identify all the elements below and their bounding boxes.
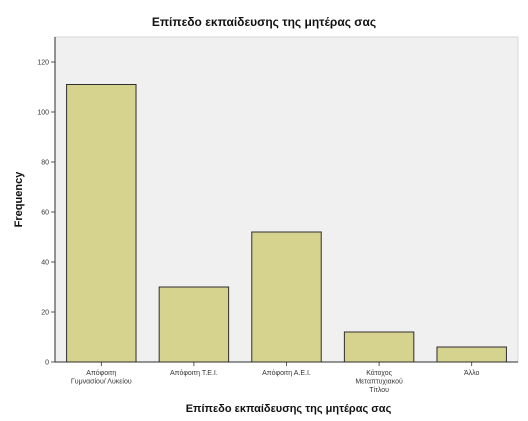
bar: [158, 286, 230, 363]
y-tick-label: 60: [41, 210, 49, 217]
y-tick-label: 20: [41, 310, 49, 317]
bar: [343, 331, 415, 363]
bar: [436, 346, 507, 363]
x-axis-label: Επίπεδο εκπαίδευσης της μητέρας σας: [186, 403, 392, 415]
x-category-label-line: Κάτοχος: [366, 369, 392, 377]
x-category-label: Κάτοχος Μεταπτυχιακού Τίτλου: [355, 369, 403, 394]
y-tick-label: 0: [45, 360, 49, 367]
x-axis-ticks: Απόφοιτη Γυμνασίου/ Λυκείου Απόφοιτη Τ.Ε.Ι…: [71, 362, 480, 394]
y-tick-label: 40: [41, 260, 49, 267]
x-category-label: Απόφοιτη Γυμνασίου/ Λυκείου: [71, 369, 132, 386]
bar: [66, 84, 137, 363]
x-category-label: Απόφοιτη Τ.Ε.Ι.: [170, 369, 218, 377]
x-category-label: Απόφοιτη Α.Ε.Ι.: [262, 369, 311, 377]
x-category-label: Άλλο: [464, 370, 480, 377]
y-tick-label: 80: [41, 160, 49, 167]
y-axis-label: Frequency: [13, 171, 25, 228]
x-category-label-line: Απόφοιτη: [86, 369, 116, 377]
x-category-label-line: Γυμνασίου/ Λυκείου: [71, 378, 132, 386]
chart-title: Επίπεδο εκπαίδευσης της μητέρας σας: [152, 15, 376, 29]
bar: [251, 231, 322, 363]
x-category-label-line: Απόφοιτη Τ.Ε.Ι.: [170, 369, 218, 377]
x-category-label-line: Μεταπτυχιακού: [355, 378, 403, 386]
x-category-label-line: Απόφοιτη Α.Ε.Ι.: [262, 369, 311, 377]
x-category-label-line: Άλλο: [464, 370, 480, 377]
x-category-label-line: Τίτλου: [369, 386, 389, 394]
y-axis-ticks: 0 20 40 60 80 100 120: [37, 60, 55, 367]
y-tick-label: 120: [37, 60, 49, 67]
y-tick-label: 100: [37, 110, 49, 117]
bars: [66, 84, 507, 363]
